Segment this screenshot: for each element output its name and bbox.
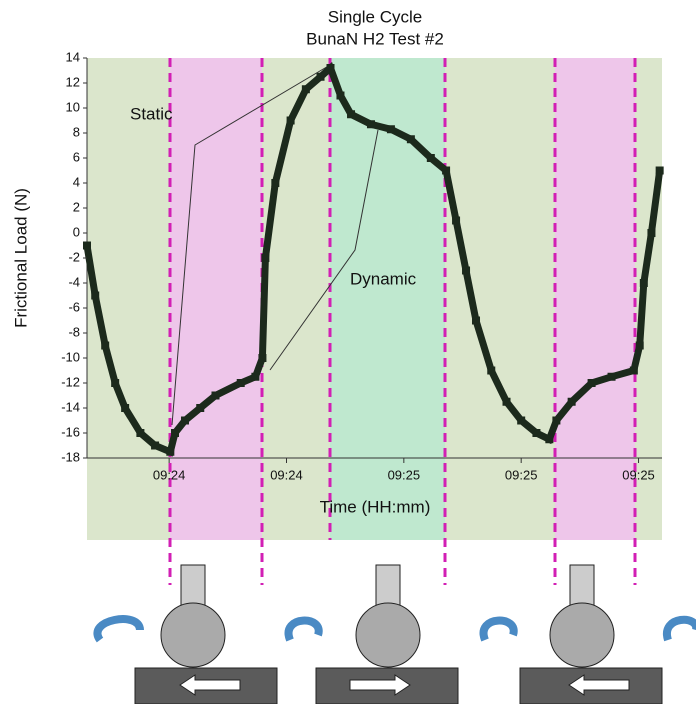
point: [83, 241, 91, 250]
y-tick-label: -10: [61, 349, 80, 364]
point: [261, 254, 270, 262]
point: [347, 110, 356, 119]
phase-band: [330, 58, 445, 540]
point: [629, 366, 638, 375]
point: [326, 64, 335, 72]
phase-band: [555, 58, 635, 540]
apparatus: [93, 564, 696, 705]
point: [151, 441, 160, 450]
y-tick-label: 4: [73, 174, 80, 189]
point: [211, 391, 220, 400]
x-tick-label: 09:25: [388, 467, 421, 482]
y-tick-label: -18: [61, 449, 80, 464]
x-tick-label: 09:25: [505, 467, 538, 482]
y-tick-label: 0: [73, 224, 80, 239]
point: [111, 379, 120, 387]
y-tick-label: -12: [61, 374, 80, 389]
point: [251, 372, 260, 381]
point: [607, 372, 616, 381]
point: [236, 379, 245, 387]
y-tick-label: 12: [66, 74, 80, 89]
y-tick-label: -6: [68, 299, 80, 314]
point: [180, 416, 189, 425]
point: [442, 166, 451, 175]
y-tick-label: -16: [61, 424, 80, 439]
point: [366, 120, 375, 129]
point: [316, 72, 325, 81]
point: [166, 447, 175, 456]
point: [552, 416, 561, 425]
chart-subtitle: BunaN H2 Test #2: [306, 29, 444, 48]
x-tick-label: 09:25: [622, 467, 655, 482]
point: [639, 279, 648, 287]
point: [271, 179, 280, 187]
x-tick-label: 09:24: [270, 467, 303, 482]
y-tick-label: 8: [73, 124, 80, 139]
point: [171, 429, 180, 437]
point: [487, 366, 496, 375]
point: [587, 379, 596, 387]
y-tick-label: -4: [68, 274, 80, 289]
y-tick-label: 6: [73, 149, 80, 164]
point: [532, 429, 541, 437]
point: [647, 229, 656, 237]
y-tick-label: 14: [66, 49, 80, 64]
y-axis-label: Frictional Load (N): [11, 188, 30, 328]
point: [91, 291, 100, 300]
point: [386, 125, 395, 134]
point: [101, 341, 110, 350]
point: [452, 216, 461, 225]
point: [121, 404, 130, 412]
x-axis-label: Time (HH:mm): [320, 497, 431, 516]
point: [406, 135, 415, 144]
annotation-arrows: [171, 64, 379, 426]
point: [567, 397, 576, 406]
y-tick-label: 10: [66, 99, 80, 114]
point: [196, 404, 205, 412]
point: [426, 154, 435, 162]
chart-title: Single Cycle: [328, 7, 423, 26]
y-tick-label: 2: [73, 199, 80, 214]
y-tick-label: -14: [61, 399, 80, 414]
point: [336, 91, 345, 100]
point: [286, 116, 295, 125]
x-tick-label: 09:24: [153, 467, 186, 482]
point: [301, 85, 310, 94]
point: [655, 166, 664, 175]
y-tick-label: -8: [68, 324, 80, 339]
point: [502, 397, 511, 406]
annotation: Dynamic: [350, 269, 417, 288]
annotation: Static: [130, 104, 173, 123]
point: [472, 316, 481, 325]
point: [545, 435, 554, 444]
point: [635, 341, 644, 350]
y-tick-label: -2: [68, 249, 80, 264]
phase-band: [170, 58, 262, 540]
point: [258, 354, 267, 362]
point: [136, 429, 145, 437]
point: [517, 416, 526, 425]
point: [462, 266, 471, 275]
